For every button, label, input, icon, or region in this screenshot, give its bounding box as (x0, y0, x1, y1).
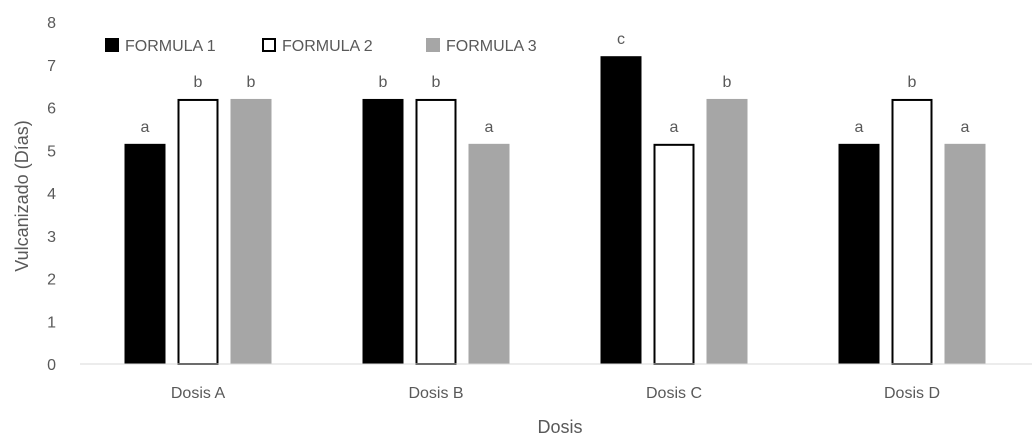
bar-significance-label: b (194, 74, 203, 91)
bar (124, 143, 166, 364)
bar (177, 98, 219, 365)
y-axis-title: Vulcanizado (Días) (12, 120, 32, 271)
legend-swatch (426, 38, 440, 52)
bar-significance-label: b (723, 74, 732, 91)
bar (600, 56, 642, 364)
bar (415, 98, 457, 365)
x-tick-label: Dosis D (884, 385, 940, 402)
bar (706, 98, 748, 364)
bar-significance-label: a (485, 119, 494, 136)
bar-significance-label: a (670, 119, 679, 136)
y-tick-label: 0 (47, 357, 56, 374)
y-tick-label: 8 (47, 15, 56, 32)
y-axis-ticks: 0 1 2 3 4 5 6 7 8 (47, 15, 56, 374)
y-tick-label: 3 (47, 229, 56, 246)
bar-significance-label: b (247, 74, 256, 91)
x-tick-label: Dosis C (646, 385, 702, 402)
y-tick-label: 5 (47, 143, 56, 160)
significance-labels: a b b b b a c a b a b a (141, 31, 970, 136)
bar-significance-label: a (141, 119, 150, 136)
legend-label: FORMULA 1 (125, 38, 216, 55)
x-axis-ticks: Dosis A Dosis B Dosis C Dosis D (171, 385, 940, 402)
bar-significance-label: a (855, 119, 864, 136)
y-tick-label: 2 (47, 272, 56, 289)
legend: FORMULA 1 FORMULA 2 FORMULA 3 (105, 38, 537, 55)
bar (944, 143, 986, 364)
x-tick-label: Dosis B (408, 385, 463, 402)
y-tick-label: 7 (47, 58, 56, 75)
bar-significance-label: b (379, 74, 388, 91)
bar-significance-label: b (432, 74, 441, 91)
bar (838, 143, 880, 364)
bar-significance-label: b (908, 74, 917, 91)
bar (468, 143, 510, 364)
bar (230, 98, 272, 364)
y-tick-label: 6 (47, 101, 56, 118)
legend-swatch (262, 38, 276, 52)
y-tick-label: 1 (47, 314, 56, 331)
bar (891, 98, 933, 365)
legend-label: FORMULA 3 (446, 38, 537, 55)
bar-significance-label: c (617, 31, 625, 48)
legend-swatch (105, 38, 119, 52)
x-tick-label: Dosis A (171, 385, 226, 402)
y-tick-label: 4 (47, 186, 56, 203)
x-axis-title: Dosis (537, 417, 582, 437)
bar-significance-label: a (961, 119, 970, 136)
legend-label: FORMULA 2 (282, 38, 373, 55)
bars (124, 56, 986, 365)
bar (362, 98, 404, 364)
bar (653, 143, 695, 365)
